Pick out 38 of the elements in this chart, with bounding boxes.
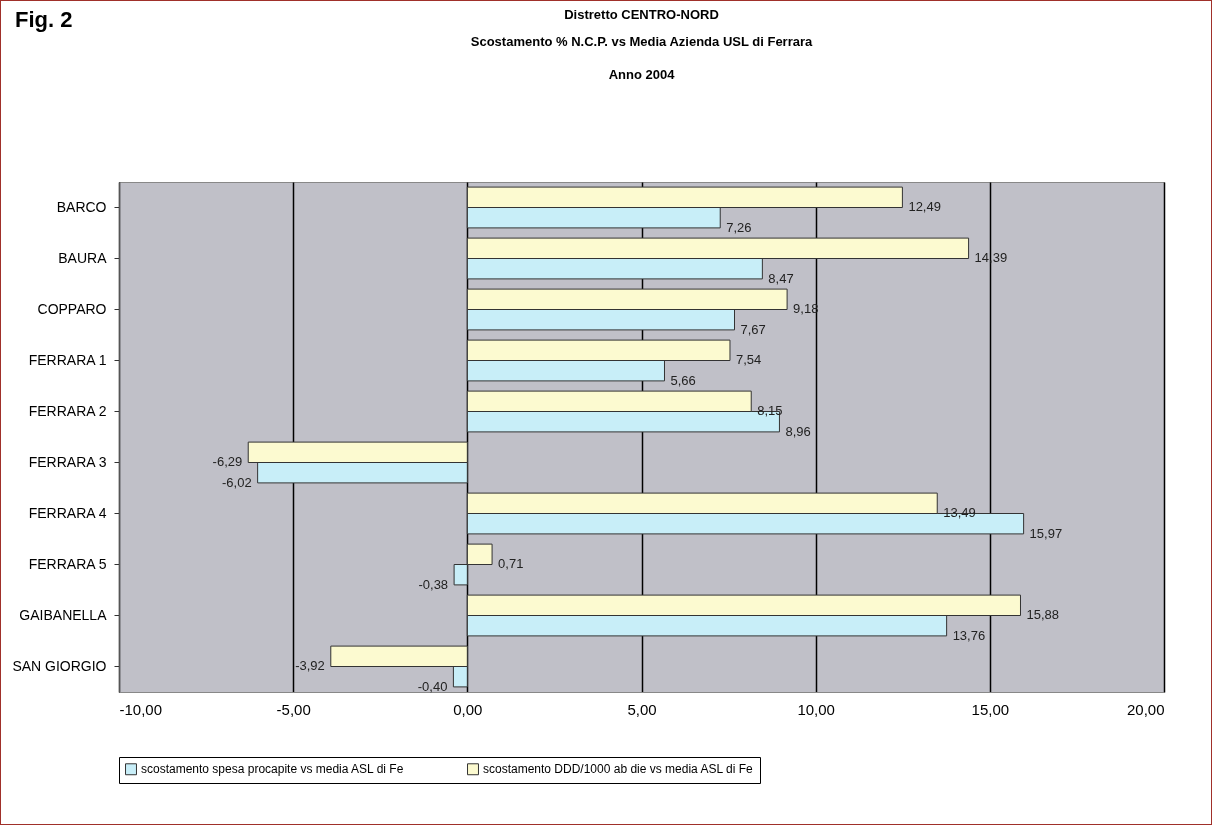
x-tick-label: 0,00 bbox=[453, 700, 483, 718]
y-tick-label: FERRARA 3 bbox=[28, 453, 107, 470]
x-tick-label: -10,00 bbox=[119, 700, 163, 718]
text: Scostamento % N.C.P. vs Media Azienda USL di Ferrara Anno 2004 bbox=[470, 34, 813, 82]
x-tick-label: 10,00 bbox=[797, 700, 835, 718]
y-tick-label: FERRARA 5 bbox=[28, 555, 107, 572]
data-label: 7,54 bbox=[735, 352, 762, 368]
data-label: 15,97 bbox=[1029, 525, 1063, 541]
y-tick-label: FERRARA 4 bbox=[28, 504, 107, 521]
data-label: 8,96 bbox=[785, 423, 811, 439]
y-tick-label: FERRARA 1 bbox=[28, 351, 107, 368]
x-tick-label: 20,00 bbox=[1126, 700, 1165, 718]
x-tick-label: -5,00 bbox=[276, 700, 311, 718]
y-tick-label: BAURA bbox=[58, 249, 108, 266]
chart-title: Distretto CENTRO-NORD bbox=[564, 7, 719, 22]
y-tick-label: COPPARO bbox=[37, 300, 107, 317]
y-tick-label: FERRARA 2 bbox=[28, 402, 107, 419]
data-label: -0,38 bbox=[418, 576, 449, 592]
y-tick-label: BARCO bbox=[56, 198, 107, 215]
data-label: 13,76 bbox=[952, 627, 986, 643]
data-label: 7,67 bbox=[740, 321, 766, 337]
data-label: 8,47 bbox=[768, 270, 794, 286]
data-label: 15,88 bbox=[1026, 607, 1060, 623]
y-tick-label: GAIBANELLA bbox=[19, 606, 108, 623]
data-label: 5,66 bbox=[670, 372, 696, 388]
data-label: 12,49 bbox=[908, 199, 941, 215]
data-label: -6,29 bbox=[212, 454, 243, 470]
y-tick-label: SAN GIORGIO bbox=[12, 657, 107, 674]
data-label: -6,02 bbox=[222, 474, 252, 490]
data-label: -0,40 bbox=[417, 678, 448, 694]
legend-label: scostamento DDD/1000 ab die vs media ASL di Fe bbox=[483, 762, 754, 777]
data-label: 7,26 bbox=[726, 219, 752, 235]
data-label: 0,71 bbox=[498, 556, 524, 572]
x-tick-label: 15,00 bbox=[971, 700, 1010, 718]
caption: Fig. 2 bbox=[15, 7, 73, 33]
data-label: -3,92 bbox=[295, 658, 325, 674]
x-tick-label: 5,00 bbox=[627, 700, 657, 718]
legend-label: scostamento spesa procapite vs media ASL di Fe bbox=[141, 762, 404, 777]
